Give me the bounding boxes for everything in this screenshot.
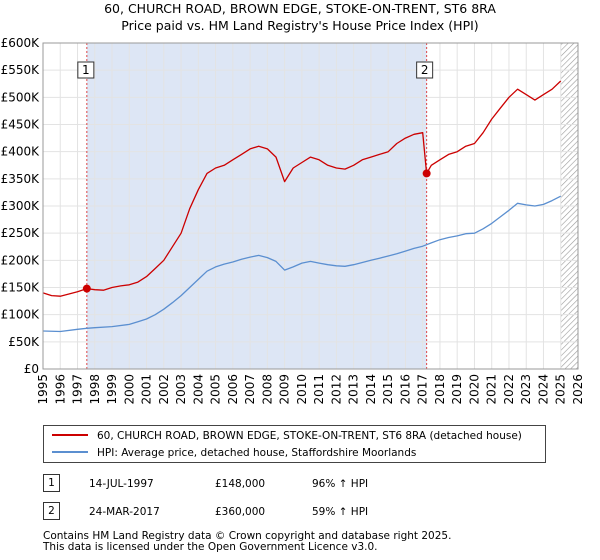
x-tick-label: 2023 bbox=[519, 374, 533, 405]
x-tick-label: 2017 bbox=[416, 374, 430, 405]
x-tick-label: 2002 bbox=[157, 374, 171, 405]
sale-price: £148,000 bbox=[215, 478, 266, 490]
sale-1-label-box bbox=[77, 61, 95, 79]
x-tick-label: 2022 bbox=[502, 374, 516, 405]
y-tick-label: £50K bbox=[8, 335, 40, 349]
chart-subtitle: Price paid vs. HM Land Registry's House … bbox=[121, 18, 479, 33]
legend-item-hpi: HPI: Average price, detached house, Staf… bbox=[52, 445, 416, 461]
x-tick-label: 2004 bbox=[191, 374, 205, 405]
sale-2-point bbox=[422, 169, 431, 178]
x-tick-label: 2019 bbox=[450, 374, 464, 405]
x-tick-label: 2001 bbox=[140, 374, 154, 405]
y-tick-label: £300K bbox=[1, 199, 41, 213]
x-tick-label: 2012 bbox=[329, 374, 343, 405]
footer-line-1: Contains HM Land Registry data © Crown c… bbox=[43, 530, 452, 542]
x-tick-label: 2009 bbox=[278, 374, 292, 405]
y-tick-label: £500K bbox=[1, 90, 41, 104]
y-tick-label: £0 bbox=[24, 362, 39, 376]
sale-hpi-change: 96% ↑ HPI bbox=[312, 478, 369, 490]
x-tick-label: 2014 bbox=[364, 374, 378, 405]
y-tick-label: £150K bbox=[1, 281, 41, 295]
y-tick-label: £350K bbox=[1, 172, 41, 186]
x-tick-label: 2007 bbox=[243, 374, 257, 405]
x-tick-label: 2000 bbox=[122, 374, 136, 405]
plot-frame bbox=[42, 42, 579, 370]
x-tick-label: 1998 bbox=[88, 374, 102, 405]
y-tick-label: £550K bbox=[1, 63, 41, 77]
x-tick-label: 2008 bbox=[260, 374, 274, 405]
series-line-hpi bbox=[42, 195, 561, 333]
sale-2-label-box bbox=[416, 61, 434, 79]
x-tick-label: 2006 bbox=[226, 374, 240, 405]
sale-2-label: 2 bbox=[421, 63, 429, 77]
sale-date: 14-JUL-1997 bbox=[89, 478, 154, 490]
y-tick-label: £600K bbox=[1, 36, 41, 50]
sale-price: £360,000 bbox=[215, 506, 266, 518]
sale-marker-box: 1 bbox=[43, 474, 60, 492]
x-tick-label: 2005 bbox=[209, 374, 223, 405]
footer-line-2: This data is licensed under the Open Gov… bbox=[43, 541, 378, 553]
x-tick-label: 2011 bbox=[312, 374, 326, 405]
legend-label-property: 60, CHURCH ROAD, BROWN EDGE, STOKE-ON-TR… bbox=[97, 430, 522, 442]
x-tick-label: 2015 bbox=[381, 374, 395, 405]
chart-legend: 60, CHURCH ROAD, BROWN EDGE, STOKE-ON-TR… bbox=[43, 425, 546, 463]
x-tick-label: 2024 bbox=[536, 374, 550, 405]
x-tick-label: 2021 bbox=[485, 374, 499, 405]
y-tick-label: £450K bbox=[1, 118, 41, 132]
x-tick-label: 2025 bbox=[554, 374, 568, 405]
x-tick-label: 1996 bbox=[53, 374, 67, 405]
sale-1-label: 1 bbox=[82, 63, 90, 77]
x-tick-label: 1999 bbox=[105, 374, 119, 405]
sale-marker-box: 2 bbox=[43, 502, 60, 520]
legend-item-property: 60, CHURCH ROAD, BROWN EDGE, STOKE-ON-TR… bbox=[52, 428, 522, 444]
x-tick-label: 2020 bbox=[467, 374, 481, 405]
x-tick-label: 2026 bbox=[571, 374, 585, 405]
legend-label-hpi: HPI: Average price, detached house, Staf… bbox=[97, 447, 417, 459]
sale-hpi-change: 59% ↑ HPI bbox=[312, 506, 369, 518]
x-tick-label: 1997 bbox=[71, 374, 85, 405]
sale-1-point bbox=[82, 284, 91, 293]
x-tick-label: 2010 bbox=[295, 374, 309, 405]
y-tick-label: £400K bbox=[1, 145, 41, 159]
x-tick-label: 2018 bbox=[433, 374, 447, 405]
y-tick-label: £100K bbox=[1, 308, 41, 322]
y-tick-label: £200K bbox=[1, 253, 41, 267]
x-tick-label: 2003 bbox=[174, 374, 188, 405]
footer-attribution: Contains HM Land Registry data © Crown c… bbox=[43, 531, 451, 553]
y-tick-label: £250K bbox=[1, 226, 41, 240]
series-line-property bbox=[42, 80, 562, 297]
price-chart: 1 2 £0 £50K £100K £150K £200K £250K £300K £350K £… bbox=[1, 36, 585, 405]
chart-title: 60, CHURCH ROAD, BROWN EDGE, STOKE-ON-TR… bbox=[104, 1, 496, 16]
x-tick-label: 2013 bbox=[347, 374, 361, 405]
x-tick-label: 1995 bbox=[36, 374, 50, 405]
sale-date: 24-MAR-2017 bbox=[89, 506, 160, 518]
legend-swatch-hpi bbox=[52, 451, 88, 453]
legend-swatch-property bbox=[52, 434, 88, 436]
x-tick-label: 2016 bbox=[398, 374, 412, 405]
